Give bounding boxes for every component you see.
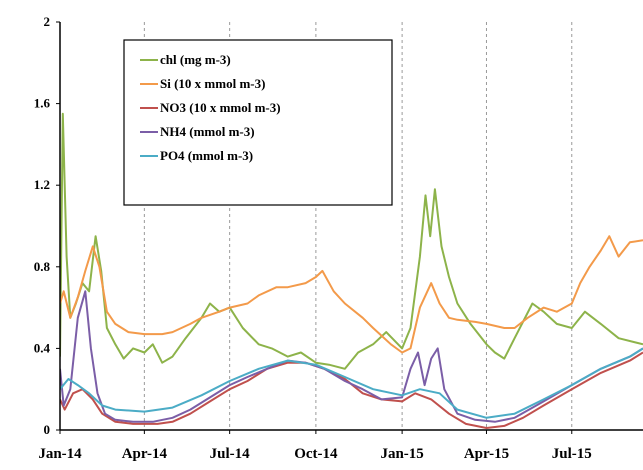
y-tick-label: 2 — [44, 14, 51, 29]
legend-box — [123, 39, 393, 206]
y-tick-label: 0.8 — [34, 259, 51, 274]
x-tick-label: Oct-14 — [294, 446, 338, 462]
legend-label-nh4: NH4 (mmol m-3) — [160, 124, 255, 139]
legend: chl (mg m-3) Si (10 x mmol m-3) NO3 (10 x … — [123, 39, 393, 206]
y-tick-label: 0 — [44, 422, 51, 437]
x-tick-label: Jan-15 — [380, 446, 423, 462]
series-line-si — [60, 235, 643, 354]
y-tick-label: 1.2 — [34, 177, 50, 192]
legend-label-po4: PO4 (mmol m-3) — [160, 148, 253, 163]
x-tick-label: Jul-15 — [552, 446, 592, 462]
x-tick-label: Jan-14 — [38, 446, 82, 462]
y-tick-label: 1.6 — [34, 96, 51, 111]
y-tick-label: 0.4 — [34, 340, 51, 355]
legend-label-chl: chl (mg m-3) — [160, 52, 231, 67]
legend-label-si: Si (10 x mmol m-3) — [160, 76, 265, 91]
y-tick-labels: 0 0.4 0.8 1.2 1.6 2 — [34, 14, 51, 437]
series-line-chl — [60, 112, 643, 370]
series-line-po4 — [60, 347, 643, 419]
x-tick-label: Apr-14 — [122, 446, 168, 462]
axes — [56, 21, 643, 434]
legend-label-no3: NO3 (10 x mmol m-3) — [160, 100, 281, 115]
x-tick-label: Jul-14 — [210, 446, 251, 462]
x-tick-labels: Jan-14 Apr-14 Jul-14 Oct-14 Jan-15 Apr-15 Jul-… — [38, 446, 591, 462]
x-tick-label: Apr-15 — [464, 446, 509, 462]
series-lines — [60, 112, 643, 429]
